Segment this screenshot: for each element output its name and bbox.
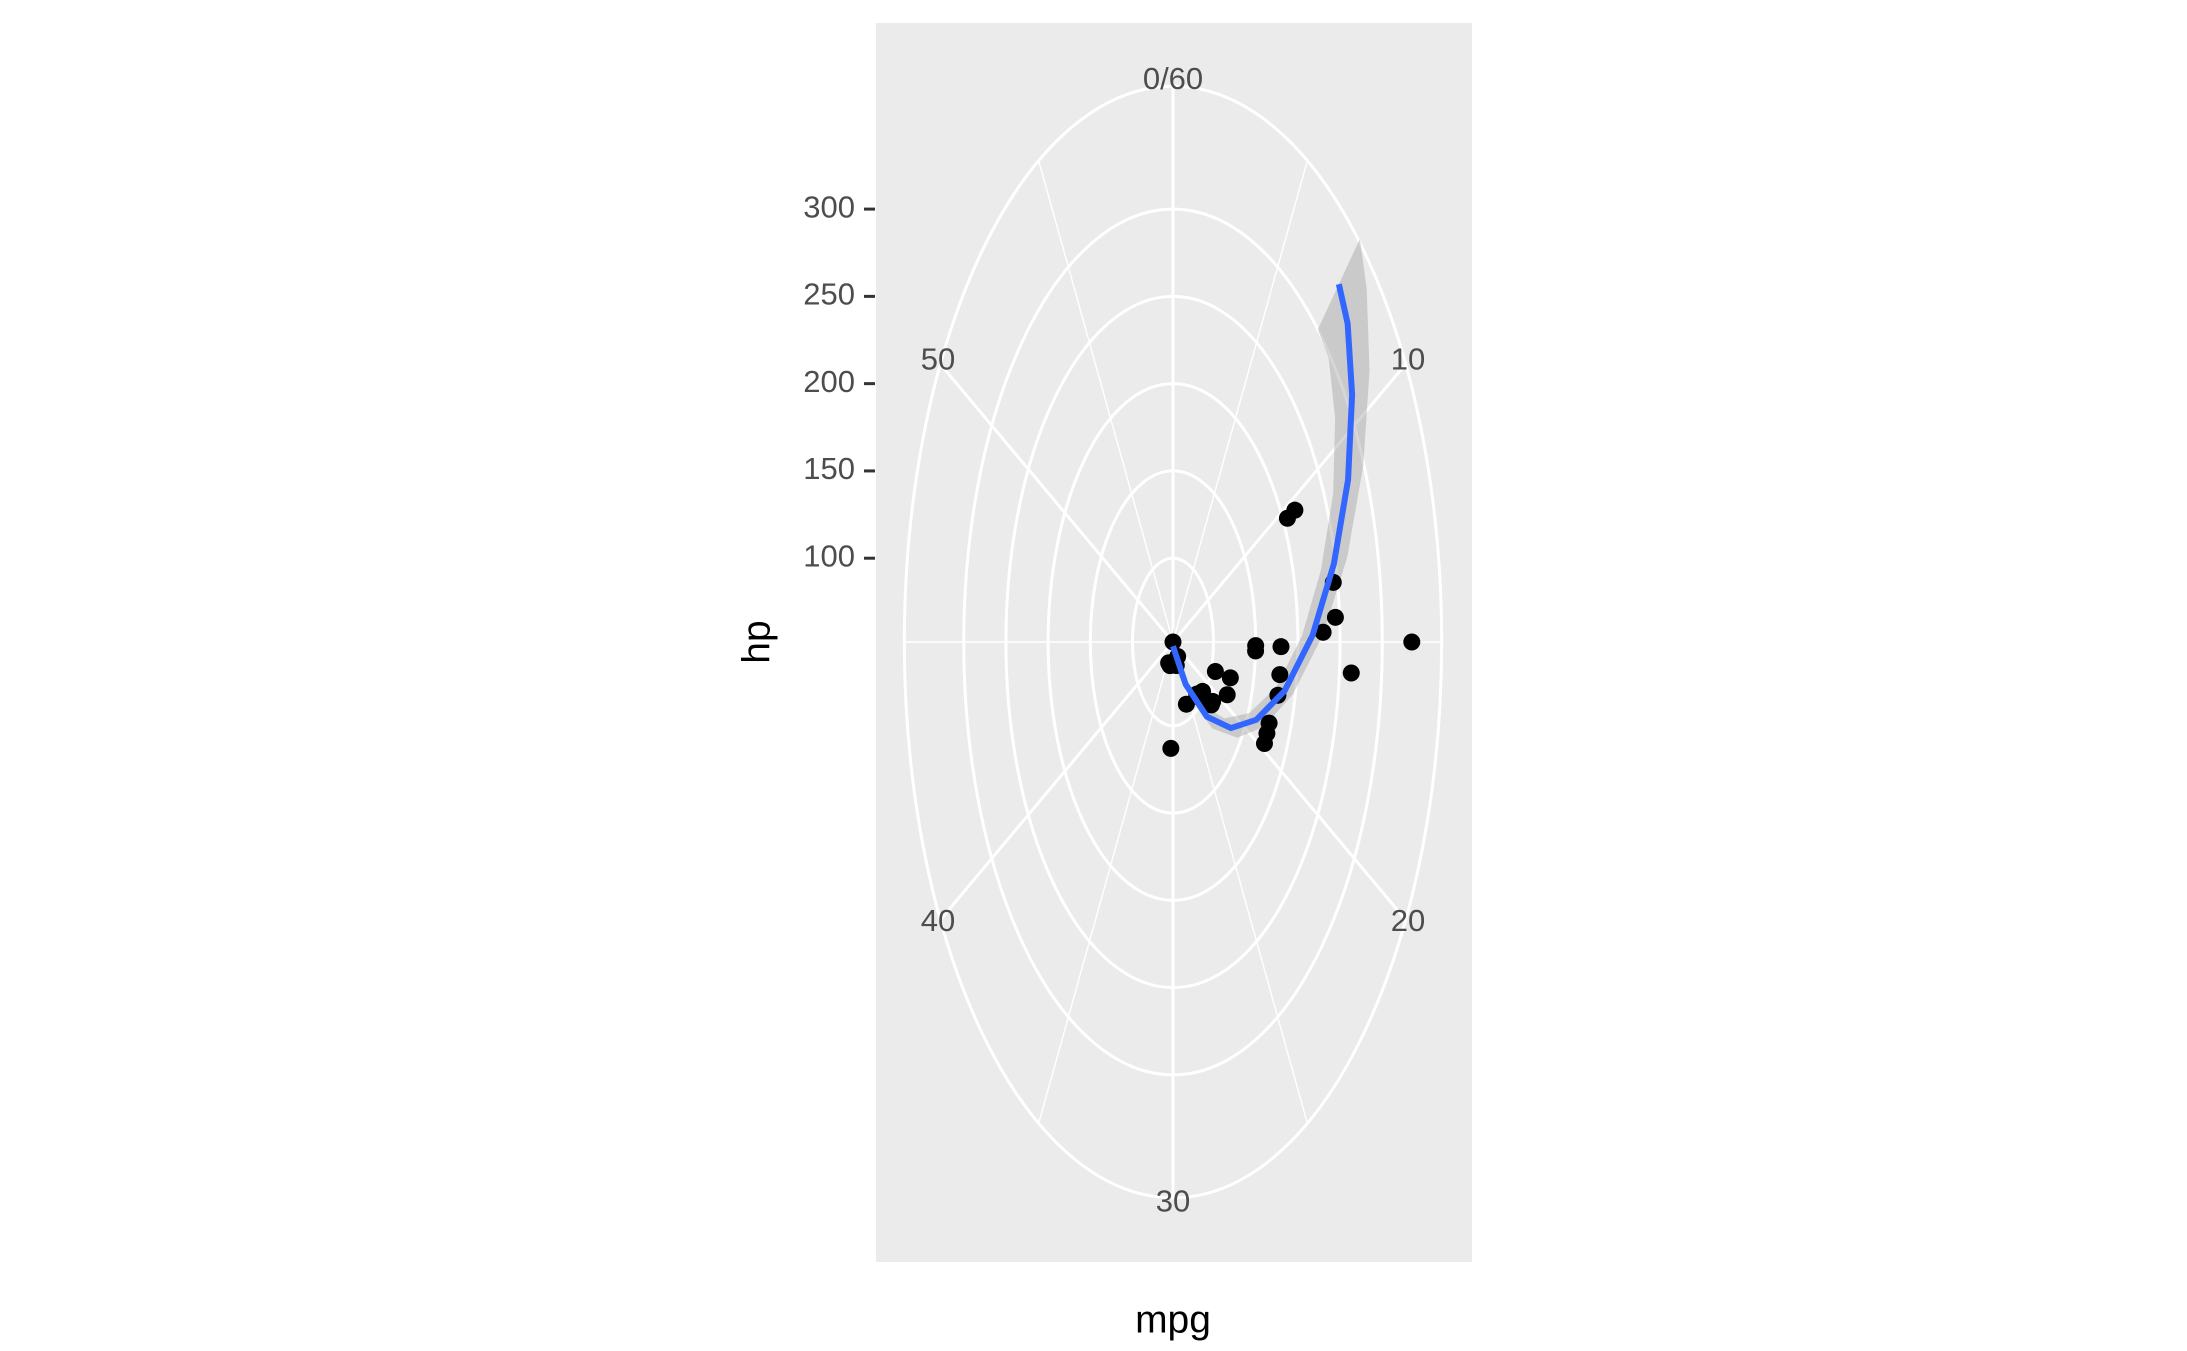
point: [1164, 633, 1182, 651]
grid: [902, 84, 1444, 1200]
y-tick-label: 150: [803, 451, 855, 486]
x-tick-label: 0/60: [1143, 61, 1203, 96]
grid-spoke: [1171, 641, 1407, 921]
point: [1342, 664, 1360, 682]
x-tick-label: 40: [921, 903, 955, 938]
point: [1202, 695, 1220, 713]
minor-spoke: [1038, 641, 1174, 1124]
y-tick-label: 200: [803, 364, 855, 399]
point: [1177, 695, 1195, 713]
point: [1403, 633, 1421, 651]
point: [1271, 666, 1289, 684]
smooth-line: [1170, 283, 1356, 732]
point: [1247, 637, 1265, 655]
marks: [1160, 238, 1421, 757]
point: [1314, 623, 1332, 641]
point: [1206, 663, 1224, 681]
point: [1272, 638, 1290, 656]
point: [1255, 734, 1273, 752]
point: [1286, 501, 1304, 519]
y-tick-label: 100: [803, 538, 855, 573]
y-tick-label: 300: [803, 189, 855, 224]
x-axis-title: mpg: [1135, 1298, 1211, 1341]
point: [1162, 739, 1180, 757]
y-tick-label: 250: [803, 277, 855, 312]
minor-spoke: [1172, 641, 1308, 1124]
x-tick-label: 30: [1156, 1183, 1190, 1218]
grid-spoke: [939, 363, 1175, 643]
x-tick-label: 10: [1391, 342, 1425, 377]
x-tick-label: 20: [1391, 903, 1425, 938]
grid-spoke: [939, 641, 1175, 921]
grid-spoke: [1171, 363, 1407, 643]
minor-spoke: [1038, 160, 1174, 643]
y-axis-title: hp: [735, 620, 778, 663]
point: [1221, 669, 1239, 687]
x-tick-label: 50: [921, 342, 955, 377]
point: [1194, 682, 1212, 700]
point: [1218, 686, 1236, 704]
minor-spoke: [1172, 160, 1308, 643]
point: [1326, 608, 1344, 626]
